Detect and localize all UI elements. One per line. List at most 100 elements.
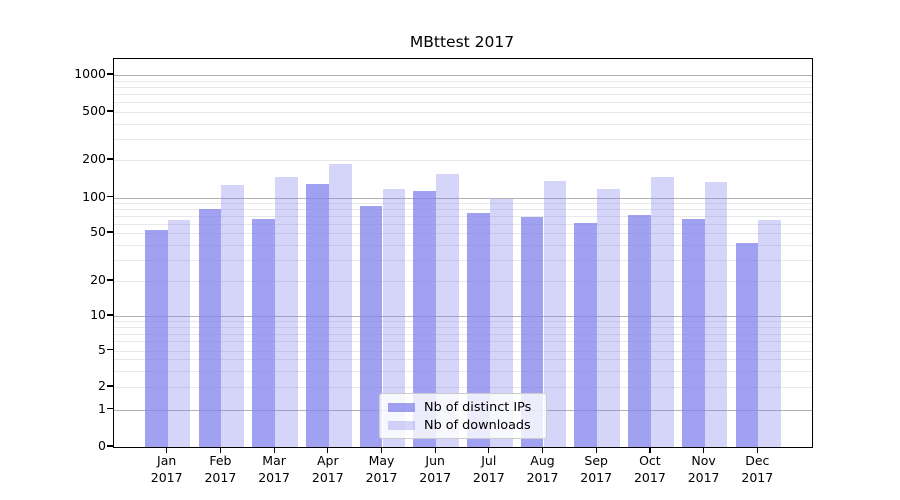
x-tick-mark (166, 447, 168, 453)
bar-distinct-ips (520, 217, 544, 447)
x-tick-mark (219, 447, 222, 453)
bar-downloads (597, 188, 620, 447)
x-tick-year: 2017 (633, 469, 666, 485)
grid-line-minor (114, 233, 812, 234)
grid-line-minor (114, 112, 812, 113)
x-tick-month: Apr (316, 453, 339, 468)
x-tick-month: Jan (157, 453, 177, 468)
x-tick-month: Aug (530, 453, 555, 468)
x-tick-mark (327, 447, 329, 453)
bar-downloads (489, 198, 513, 447)
x-tick-label: Jan 2017 (139, 453, 195, 486)
legend-box: Nb of distinct IPs Nb of downloads (379, 393, 547, 439)
bar-distinct-ips (681, 218, 705, 447)
grid-line-major (114, 197, 812, 199)
bar-distinct-ips (413, 191, 437, 447)
legend-label: Nb of distinct IPs (424, 399, 532, 415)
grid-line-minor (114, 327, 812, 329)
y-tick-label: 10 (90, 307, 106, 322)
x-tick-month: Oct (639, 453, 661, 468)
bar-downloads (543, 181, 567, 447)
x-tick-year: 2017 (204, 469, 237, 485)
grid-line-minor (114, 321, 812, 323)
bar-downloads (328, 164, 352, 447)
bar-distinct-ips (198, 208, 222, 447)
x-tick-mark (488, 447, 490, 453)
x-tick-label: Sep 2017 (568, 453, 624, 486)
x-tick-year: 2017 (365, 469, 398, 485)
x-tick-label: Dec 2017 (729, 453, 785, 486)
y-tick-mark (107, 385, 113, 387)
bar-downloads (704, 182, 728, 447)
bar-distinct-ips (628, 215, 651, 447)
bar-downloads (221, 185, 245, 447)
bar-distinct-ips (735, 243, 759, 447)
grid-line-minor (114, 102, 812, 104)
grid-line-minor (114, 86, 812, 88)
grid-line-minor (114, 202, 812, 204)
y-tick-label: 0 (98, 438, 106, 453)
bar-distinct-ips (306, 183, 329, 447)
legend-swatch-downloads (388, 420, 415, 430)
plot-area (113, 58, 813, 448)
grid-line-minor (114, 208, 812, 210)
x-tick-month: Jun (425, 453, 445, 468)
x-tick-mark (649, 447, 651, 453)
x-tick-year: 2017 (741, 469, 774, 485)
x-tick-label: Jul 2017 (461, 453, 517, 486)
x-tick-month: Feb (209, 453, 232, 468)
bar-distinct-ips (252, 218, 276, 447)
x-tick-mark (541, 447, 544, 453)
y-tick-mark (107, 110, 113, 112)
x-tick-month: Nov (691, 453, 716, 468)
grid-line-minor (114, 359, 812, 361)
bar-downloads (382, 188, 406, 447)
grid-line-minor (114, 160, 812, 161)
y-tick-mark (107, 348, 113, 351)
grid-line-major (114, 75, 812, 76)
x-tick-label: Feb 2017 (192, 453, 248, 486)
x-tick-year: 2017 (687, 469, 720, 485)
legend-item: Nb of downloads (388, 418, 538, 433)
x-tick-month: Jul (481, 453, 497, 468)
x-tick-mark (703, 447, 705, 453)
y-tick-mark (107, 314, 113, 316)
chart-title: MBttest 2017 (409, 33, 515, 51)
y-tick-label: 1 (98, 400, 106, 416)
y-tick-mark (107, 73, 113, 75)
bar-downloads (167, 219, 191, 447)
grid-line-minor (114, 80, 812, 82)
bar-distinct-ips (359, 206, 383, 447)
x-tick-year: 2017 (258, 469, 290, 485)
grid-line-minor (114, 123, 812, 125)
bar-distinct-ips (574, 222, 598, 447)
x-tick-mark (380, 447, 383, 453)
x-tick-year: 2017 (150, 469, 183, 485)
x-tick-mark (595, 447, 597, 453)
y-tick-mark (107, 158, 113, 160)
bar-downloads (758, 220, 782, 447)
y-tick-label: 5 (98, 341, 106, 357)
x-tick-year: 2017 (472, 469, 505, 485)
grid-line-minor (114, 281, 812, 282)
bar-downloads (275, 177, 298, 447)
y-tick-label: 200 (82, 151, 106, 166)
x-tick-label: Aug 2017 (515, 453, 571, 486)
x-tick-mark (756, 447, 758, 453)
y-tick-label: 1000 (74, 66, 106, 81)
y-tick-label: 500 (82, 103, 106, 118)
y-tick-mark (107, 445, 113, 447)
bar-downloads (436, 173, 459, 447)
grid-line-minor (114, 215, 812, 217)
x-tick-label: Apr 2017 (300, 453, 356, 486)
legend-swatch-distinct-ips (388, 402, 415, 412)
x-tick-label: Mar 2017 (246, 453, 302, 486)
grid-line-minor (114, 333, 812, 335)
y-tick-mark (107, 279, 113, 281)
x-tick-month: Dec (745, 453, 770, 468)
legend-item: Nb of distinct IPs (388, 400, 538, 415)
y-tick-label: 2 (98, 378, 106, 393)
x-tick-label: Nov 2017 (676, 453, 732, 486)
x-tick-year: 2017 (580, 469, 613, 485)
